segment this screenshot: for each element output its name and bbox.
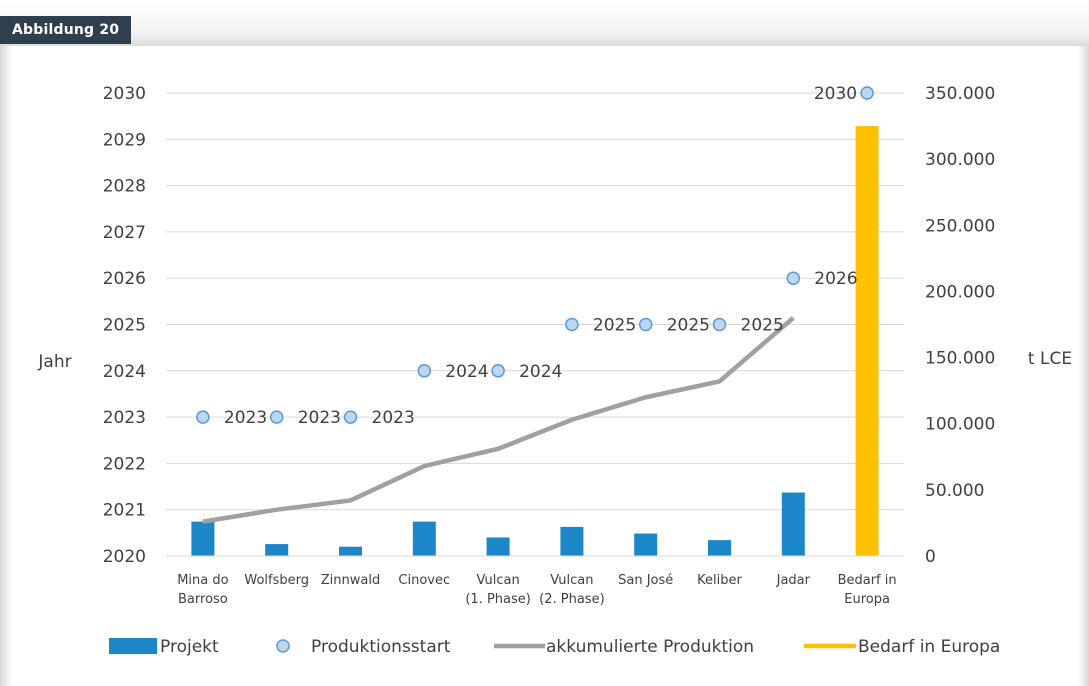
bars	[191, 126, 879, 557]
production-start-marker	[269, 410, 284, 424]
project-bar	[708, 540, 731, 556]
y-left-tick-label: 2027	[103, 223, 146, 243]
x-tick-label: San José	[618, 573, 673, 588]
gridlines	[166, 92, 904, 557]
y-right-tick-label: 250.000	[925, 216, 995, 236]
project-bar	[339, 546, 362, 556]
y-left-tick-label: 2022	[103, 454, 146, 474]
y-right-axis-title: t LCE	[1028, 349, 1072, 369]
y-left-tick-label: 2020	[103, 547, 146, 567]
project-bar	[560, 526, 584, 556]
legend-label: Bedarf in Europa	[858, 637, 1000, 657]
y-left-tick-label: 2029	[103, 130, 146, 150]
y-left-tick-label: 2030	[103, 84, 146, 104]
y-left-tick-label: 2025	[103, 316, 146, 336]
production-start-marker	[860, 86, 874, 100]
y-left-axis-title: Jahr	[37, 352, 71, 372]
production-start-label: 2030	[814, 84, 857, 104]
production-start-marker	[638, 317, 653, 332]
project-bar	[191, 521, 215, 556]
y-left-tick-label: 2023	[103, 408, 146, 428]
production-start-label: 2023	[224, 408, 267, 428]
y-right-tick-label: 200.000	[925, 282, 995, 302]
production-start-marker	[343, 410, 358, 424]
production-start-label: 2023	[298, 408, 341, 428]
x-tick-label: Wolfsberg	[244, 573, 309, 588]
x-tick-label: (1. Phase)	[465, 592, 531, 607]
line-series	[202, 316, 795, 524]
production-start-marker	[565, 317, 579, 332]
markers: 2023 2023 2023 2024 2024 2025 2025 2025 2026 2030	[196, 84, 874, 428]
axes: Jahr t LCE 20202021202220232024202520262…	[37, 84, 1072, 607]
production-start-marker	[417, 364, 432, 378]
production-start-label: 2025	[741, 316, 784, 336]
project-bar	[412, 521, 436, 556]
production-start-label: 2025	[667, 316, 710, 336]
y-left-tick-label: 2028	[103, 177, 146, 197]
y-left-tick-label: 2026	[103, 269, 146, 289]
production-start-marker	[196, 410, 210, 424]
left-edge-shadow	[0, 46, 12, 686]
figure-tag: Abbildung 20	[0, 16, 132, 44]
production-start-marker	[786, 271, 801, 285]
demand-bar	[855, 126, 879, 557]
x-tick-label: Jadar	[776, 573, 811, 588]
y-left-tick-label: 2021	[103, 501, 146, 521]
figure-header-bar	[0, 0, 1089, 46]
x-tick-label: Vulcan	[550, 573, 593, 588]
x-tick-label: Keliber	[697, 573, 742, 588]
x-tick-label: Cinovec	[398, 573, 450, 588]
x-tick-label: Europa	[844, 592, 890, 607]
x-tick-label: Barroso	[178, 592, 228, 607]
accumulated-production-line	[202, 316, 795, 524]
production-start-label: 2024	[445, 362, 488, 382]
y-right-tick-label: 100.000	[925, 415, 995, 435]
y-right-tick-label: 150.000	[925, 349, 995, 369]
project-bar	[486, 537, 510, 556]
legend-swatch-produktionsstart	[276, 639, 290, 653]
legend: Projekt Produktionsstart akkumulierte Prod…	[109, 637, 1000, 657]
x-tick-label: Zinnwald	[321, 573, 380, 588]
production-start-label: 2025	[593, 316, 636, 336]
legend-label: Produktionsstart	[311, 637, 451, 657]
legend-label: akkumulierte Produktion	[546, 637, 754, 657]
y-right-tick-label: 300.000	[925, 150, 995, 170]
production-start-label: 2026	[814, 269, 857, 289]
x-tick-label: Vulcan	[476, 573, 519, 588]
y-right-tick-label: 50.000	[925, 481, 984, 501]
x-tick-label: Mina do	[177, 573, 228, 588]
y-right-tick-label: 350.000	[925, 84, 995, 104]
production-start-marker	[491, 364, 505, 378]
project-bar	[634, 533, 658, 556]
y-left-tick-label: 2024	[103, 362, 146, 382]
production-start-marker	[712, 317, 727, 332]
production-start-label: 2024	[519, 362, 562, 382]
legend-label: Projekt	[160, 637, 219, 657]
y-right-tick-label: 0	[925, 547, 936, 567]
x-tick-label: Bedarf in	[838, 573, 897, 588]
x-tick-label: (2. Phase)	[539, 592, 605, 607]
project-bar	[265, 544, 289, 556]
legend-swatch-projekt	[109, 638, 157, 654]
right-edge-shadow	[1078, 46, 1089, 686]
project-bar	[781, 492, 805, 556]
production-start-label: 2023	[372, 408, 415, 428]
